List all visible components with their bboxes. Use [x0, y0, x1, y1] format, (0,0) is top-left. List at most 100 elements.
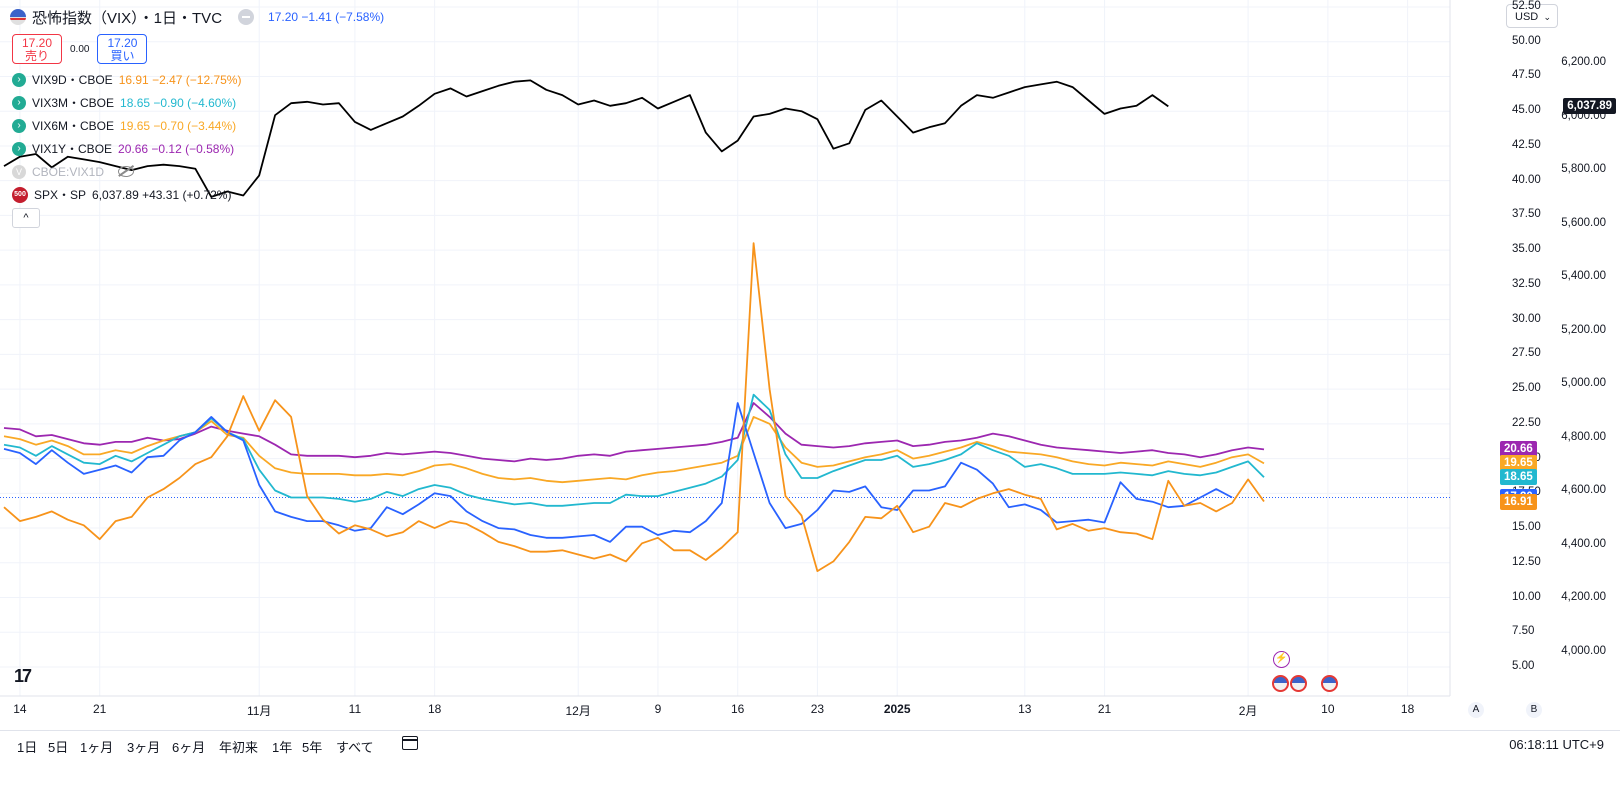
range-1d-button[interactable]: 1日 — [17, 740, 38, 755]
left-axis-tick: 47.50 — [1512, 69, 1541, 82]
series-symbol: VIX9D・CBOE — [32, 73, 113, 87]
time-axis-tick: 10 — [1321, 702, 1335, 716]
right-axis-tick: 5,200.00 — [1561, 323, 1606, 336]
time-axis-tick: 13 — [1018, 702, 1032, 716]
series-values: 18.65 −0.90 (−4.60%) — [120, 95, 237, 110]
left-axis-tick: 7.50 — [1512, 625, 1535, 638]
time-axis-tick: 9 — [654, 702, 662, 716]
right-axis-tick: 5,600.00 — [1561, 216, 1606, 229]
currency-value: USD — [1515, 11, 1539, 23]
series-line — [3, 415, 1265, 484]
series-line — [3, 402, 1265, 463]
series-symbol: VIX1Y・CBOE — [32, 142, 113, 156]
sell-label: 売り — [24, 49, 49, 63]
last-value-label: 19.65 — [1500, 455, 1537, 472]
left-axis-tick: 42.50 — [1512, 138, 1541, 151]
range-1m-button[interactable]: 1ヶ月 — [80, 740, 114, 755]
series-values: 19.65 −0.70 (−3.44%) — [120, 118, 237, 133]
legend-row-vix9d[interactable]: › VIX9D・CBOE 16.91 −2.47 (−12.75%) — [12, 68, 384, 91]
legend-row-vix1y[interactable]: › VIX1Y・CBOE 20.66 −0.12 (−0.58%) — [12, 137, 384, 160]
chart-svg[interactable] — [0, 0, 1500, 718]
time-axis-tick: 18 — [1400, 702, 1415, 716]
legend-row-vix6m[interactable]: › VIX6M・CBOE 19.65 −0.70 (−3.44%) — [12, 114, 384, 137]
time-axis-tick: 14 — [13, 702, 27, 716]
legend-row-vix3m[interactable]: › VIX3M・CBOE 18.65 −0.90 (−4.60%) — [12, 91, 384, 114]
series-values: 20.66 −0.12 (−0.58%) — [118, 141, 235, 156]
buy-price: 17.20 — [107, 36, 138, 50]
left-axis-tick: 27.50 — [1512, 347, 1541, 360]
right-axis-tick: 4,600.00 — [1561, 484, 1606, 497]
range-3m-button[interactable]: 3ヶ月 — [127, 740, 161, 755]
minus-icon[interactable] — [238, 9, 255, 25]
time-axis-tick: 21 — [93, 702, 107, 716]
time-axis-tick: 16 — [731, 702, 745, 716]
tradingview-logo[interactable]: 17 — [14, 666, 32, 686]
us-event-flag-icon[interactable] — [1321, 675, 1338, 692]
title-values: 17.20 −1.41 (−7.58%) — [268, 10, 385, 24]
series-symbol: CBOE:VIX1D — [32, 164, 105, 179]
go-icon[interactable]: › — [12, 72, 26, 87]
left-axis-tick: 40.00 — [1512, 173, 1541, 186]
left-axis-tick: 5.00 — [1512, 660, 1535, 672]
right-axis-tick: 5,400.00 — [1561, 270, 1606, 283]
left-axis-tick: 35.00 — [1512, 243, 1541, 256]
axis-button-a[interactable]: A — [1468, 702, 1484, 718]
left-axis-tick: 12.50 — [1512, 555, 1541, 568]
range-ytd-button[interactable]: 年初来 — [219, 740, 259, 755]
left-axis-tick: 30.00 — [1512, 312, 1541, 325]
spx-icon: 500 — [12, 186, 28, 203]
range-1y-button[interactable]: 1年 — [272, 740, 293, 755]
collapse-legend-button[interactable]: ^ — [12, 208, 40, 228]
currency-select[interactable]: USD ⌄ — [1506, 4, 1558, 28]
range-5y-button[interactable]: 5年 — [302, 740, 323, 755]
right-axis-tick: 5,800.00 — [1561, 163, 1606, 176]
last-value-label: 18.65 — [1500, 469, 1537, 486]
sell-button[interactable]: 17.20 売り — [12, 34, 62, 64]
right-axis-tick: 4,200.00 — [1561, 591, 1606, 604]
left-axis-tick: 52.50 — [1512, 0, 1541, 12]
go-icon[interactable]: › — [12, 95, 26, 110]
right-axis-tick: 5,000.00 — [1561, 377, 1606, 390]
time-axis-tick: 12月 — [565, 704, 591, 718]
range-6m-button[interactable]: 6ヶ月 — [172, 740, 206, 755]
range-all-button[interactable]: すべて — [336, 740, 374, 755]
left-axis-tick: 37.50 — [1512, 208, 1541, 221]
us-flag-icon — [10, 9, 26, 25]
legend-row-spx[interactable]: 500 SPX・SP 6,037.89 +43.31 (+0.72%) — [12, 183, 384, 206]
time-axis-tick: 2月 — [1238, 704, 1258, 718]
legend: 恐怖指数（VIX）・1日・TVC 17.20 −1.41 (−7.58%) 17… — [10, 6, 384, 228]
go-icon[interactable]: › — [12, 141, 26, 156]
bottom-toolbar: 1日 5日 1ヶ月 3ヶ月 6ヶ月 年初来 1年 5年 すべて 06:18:11… — [0, 730, 1620, 791]
series-values: 6,037.89 +43.31 (+0.72%) — [92, 187, 232, 202]
lightning-event-icon[interactable]: ⚡ — [1273, 651, 1290, 668]
spx-last-value-label: 6,037.89 — [1563, 98, 1616, 115]
time-axis-tick: 2025 — [883, 702, 911, 716]
left-axis-tick: 32.50 — [1512, 277, 1541, 290]
left-axis-tick: 45.00 — [1512, 104, 1541, 117]
go-icon[interactable]: › — [12, 118, 26, 133]
chart-area[interactable] — [0, 0, 1500, 718]
eye-hidden-icon[interactable] — [118, 166, 135, 177]
price-scale[interactable]: 5.007.5010.0012.5015.0017.5020.0022.5025… — [1500, 0, 1620, 718]
series-values: 16.91 −2.47 (−12.75%) — [118, 72, 242, 87]
left-axis-tick: 22.50 — [1512, 416, 1541, 429]
time-axis[interactable]: 14 21 11月 11 18 12月 9 16 23 2025 13 21 2月 10 18 — [0, 696, 1460, 718]
last-value-label: 20.66 — [1500, 441, 1537, 458]
buy-button[interactable]: 17.20 買い — [97, 34, 148, 64]
series-symbol: SPX・SP — [34, 188, 87, 202]
sell-price: 17.20 — [21, 36, 53, 50]
title-row: 恐怖指数（VIX）・1日・TVC 17.20 −1.41 (−7.58%) — [10, 6, 384, 28]
right-axis-tick: 4,800.00 — [1561, 430, 1606, 443]
us-event-flag-icon[interactable] — [1272, 675, 1289, 692]
range-5d-button[interactable]: 5日 — [48, 740, 69, 755]
time-axis-tick: 11 — [348, 702, 362, 716]
chevron-down-icon: ⌄ — [1543, 12, 1551, 22]
left-axis-tick: 25.00 — [1512, 382, 1541, 395]
us-event-flag-icon[interactable] — [1290, 675, 1307, 692]
legend-row-vix1d-hidden[interactable]: V CBOE:VIX1D — [12, 160, 384, 183]
chart-title: 恐怖指数（VIX）・1日・TVC — [32, 9, 223, 27]
calendar-icon[interactable] — [402, 736, 418, 750]
axis-button-b[interactable]: B — [1526, 702, 1542, 718]
series-line — [3, 79, 1169, 198]
right-axis-tick: 6,200.00 — [1561, 56, 1606, 68]
